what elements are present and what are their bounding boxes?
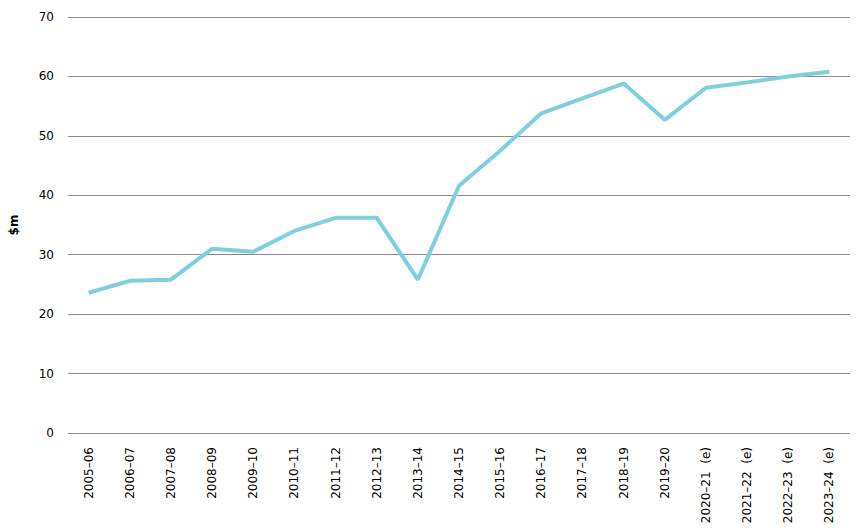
- svg-text:60: 60: [39, 69, 54, 83]
- svg-text:2022–23 (e): 2022–23 (e): [781, 447, 795, 523]
- svg-text:2019–20: 2019–20: [658, 447, 672, 499]
- svg-text:2010–11: 2010–11: [287, 447, 301, 499]
- svg-text:2013–14: 2013–14: [411, 447, 425, 499]
- svg-text:2011–12: 2011–12: [329, 447, 343, 499]
- svg-text:2006–07: 2006–07: [123, 447, 137, 499]
- svg-text:0: 0: [46, 426, 54, 440]
- svg-text:2023–24 (e): 2023–24 (e): [822, 447, 836, 523]
- svg-text:2012–13: 2012–13: [370, 447, 384, 499]
- svg-text:2015–16: 2015–16: [493, 447, 507, 499]
- svg-text:2009–10: 2009–10: [246, 447, 260, 499]
- svg-text:20: 20: [39, 307, 54, 321]
- svg-text:2005–06: 2005–06: [82, 447, 96, 499]
- svg-text:2007–08: 2007–08: [164, 447, 178, 499]
- svg-text:10: 10: [39, 367, 54, 381]
- svg-text:2021–22 (e): 2021–22 (e): [740, 447, 754, 523]
- svg-text:2017–18: 2017–18: [575, 447, 589, 499]
- svg-text:2016–17: 2016–17: [534, 447, 548, 499]
- svg-text:2014–15: 2014–15: [452, 447, 466, 499]
- svg-text:2008–09: 2008–09: [205, 447, 219, 499]
- svg-text:$m: $m: [7, 215, 21, 236]
- svg-text:30: 30: [39, 248, 54, 262]
- svg-text:70: 70: [39, 10, 54, 24]
- svg-text:50: 50: [39, 129, 54, 143]
- svg-text:40: 40: [39, 188, 54, 202]
- svg-text:2020–21 (e): 2020–21 (e): [699, 447, 713, 523]
- svg-text:2018–19: 2018–19: [617, 447, 631, 499]
